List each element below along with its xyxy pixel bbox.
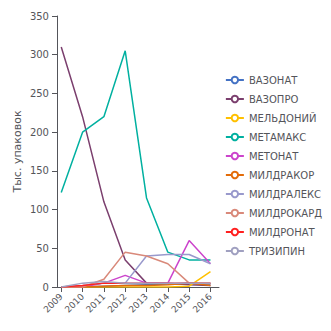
- svg-text:ВАЗОПРО: ВАЗОПРО: [249, 94, 299, 105]
- svg-text:0: 0: [43, 282, 49, 293]
- svg-text:МЕТОНАТ: МЕТОНАТ: [249, 151, 299, 162]
- svg-text:100: 100: [30, 204, 49, 215]
- svg-text:2009: 2009: [42, 291, 65, 314]
- svg-text:300: 300: [30, 49, 49, 60]
- svg-text:2016: 2016: [191, 291, 214, 314]
- svg-text:МИЛДРАЛЕКС: МИЛДРАЛЕКС: [249, 189, 321, 200]
- svg-text:2014: 2014: [148, 291, 171, 314]
- svg-text:150: 150: [30, 165, 49, 176]
- svg-text:ВАЗОНАТ: ВАЗОНАТ: [249, 75, 298, 86]
- svg-text:2013: 2013: [127, 291, 150, 314]
- svg-text:МИЛДРОНАТ: МИЛДРОНАТ: [249, 227, 316, 238]
- svg-text:МЕЛЬДОНИЙ: МЕЛЬДОНИЙ: [249, 112, 317, 124]
- svg-text:МИЛДРАКОР: МИЛДРАКОР: [249, 170, 314, 181]
- svg-text:250: 250: [30, 88, 49, 99]
- svg-text:50: 50: [36, 243, 49, 254]
- svg-text:2011: 2011: [84, 291, 107, 314]
- svg-text:350: 350: [30, 11, 49, 22]
- svg-text:МЕТАМАКС: МЕТАМАКС: [249, 132, 306, 143]
- svg-text:2012: 2012: [105, 291, 128, 314]
- svg-text:ТРИЗИПИН: ТРИЗИПИН: [248, 246, 305, 257]
- svg-text:200: 200: [30, 127, 49, 138]
- svg-text:Тыс. упаковок: Тыс. упаковок: [11, 110, 24, 193]
- svg-text:2010: 2010: [63, 291, 86, 314]
- svg-text:МИЛДРОКАРД: МИЛДРОКАРД: [249, 208, 322, 219]
- svg-text:2015: 2015: [169, 291, 192, 314]
